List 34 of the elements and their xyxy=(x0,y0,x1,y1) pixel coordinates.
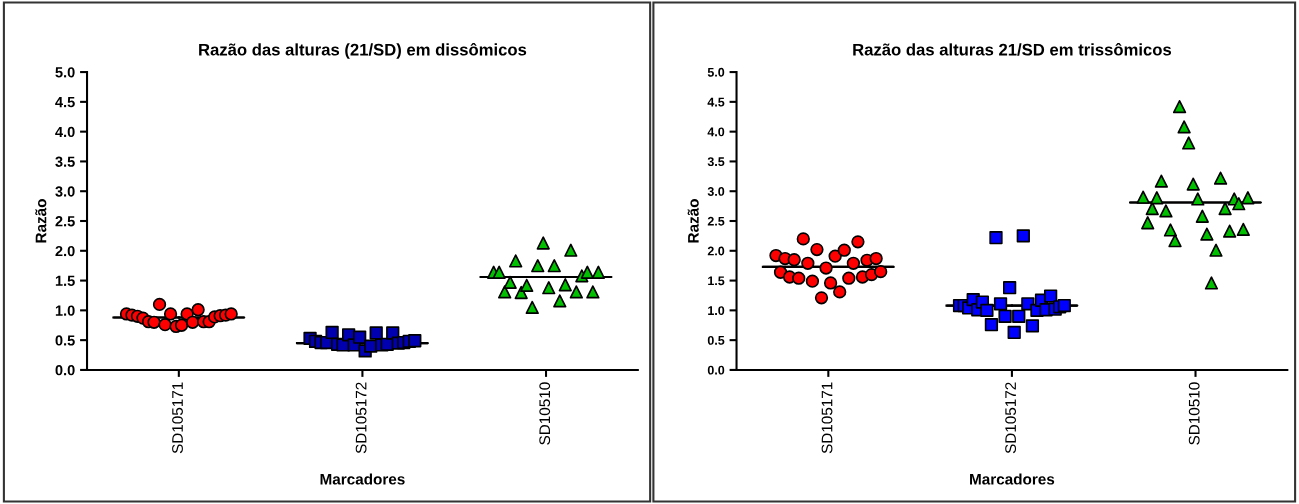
x-tick-label: SD10510 xyxy=(539,382,551,445)
y-tick-label: 1.5 xyxy=(55,275,75,286)
y-tick-label: 4.0 xyxy=(55,126,75,138)
y-tick-label: 0.5 xyxy=(707,335,725,345)
y-tick-label: 0.0 xyxy=(55,365,75,376)
y-tick-label: 5.0 xyxy=(55,67,75,78)
y-tick-label: 4.5 xyxy=(55,97,75,108)
y-tick-label: 2.0 xyxy=(707,246,725,256)
chart-title: Razão das alturas 21/SD em trissômicos xyxy=(853,42,1172,56)
y-tick-label: 1.0 xyxy=(55,305,75,316)
y-tick-label: 3.0 xyxy=(55,186,75,197)
x-tick-label: SD105172 xyxy=(355,382,367,454)
y-tick-label: 1.5 xyxy=(708,276,725,286)
x-tick-label: SD105171 xyxy=(172,382,183,454)
y-tick-label: 0.5 xyxy=(55,335,75,346)
y-tick-label: 3.5 xyxy=(55,156,75,167)
y-tick-label: 4.0 xyxy=(707,127,725,137)
y-tick-label: 2.0 xyxy=(55,245,75,257)
chart-title: Razão das alturas (21/SD) em dissômicos xyxy=(199,42,527,59)
y-tick-label: 3.5 xyxy=(707,157,725,167)
x-tick-label: SD10510 xyxy=(1188,382,1200,445)
y-tick-label: 1.0 xyxy=(708,306,725,316)
y-tick-label: 2.5 xyxy=(707,216,725,226)
x-tick-label: SD105171 xyxy=(821,382,833,454)
y-tick-label: 0.0 xyxy=(707,365,725,375)
y-axis-title: Razão xyxy=(35,199,47,243)
y-tick-label: 4.5 xyxy=(707,97,725,107)
x-axis-title: Marcadores xyxy=(970,473,1055,485)
x-axis-title: Marcadores xyxy=(320,473,405,485)
x-tick-label: SD105172 xyxy=(1005,382,1017,454)
y-tick-label: 2.5 xyxy=(55,216,75,227)
y-tick-label: 5.0 xyxy=(707,67,725,77)
y-tick-label: 3.0 xyxy=(707,187,725,196)
y-axis-title: Razão xyxy=(687,199,699,243)
